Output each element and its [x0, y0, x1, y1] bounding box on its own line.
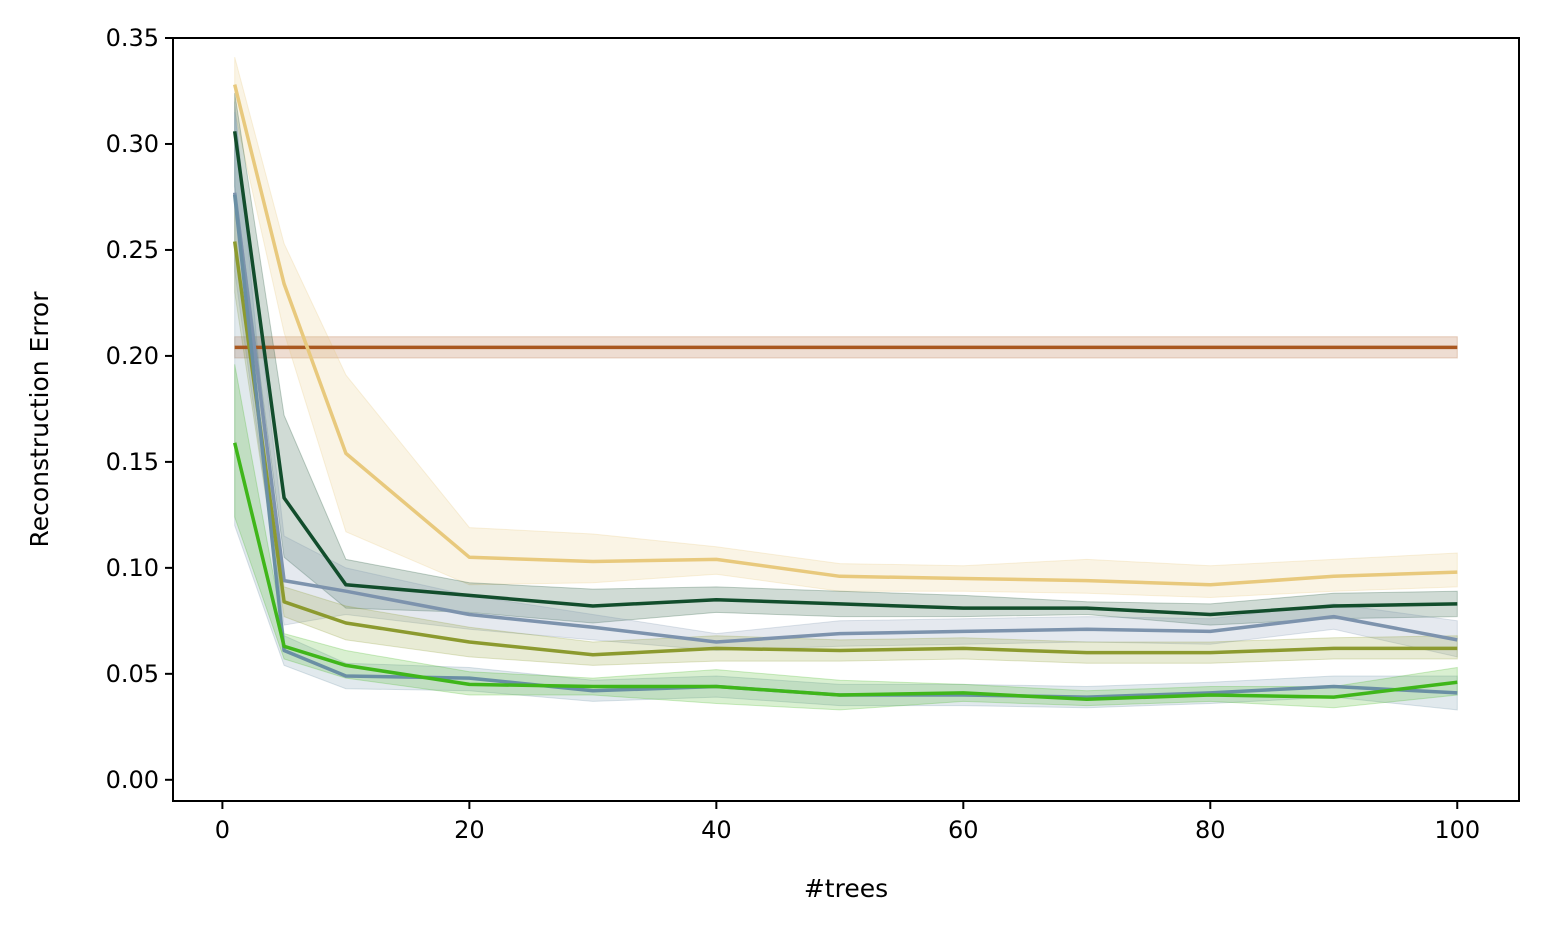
- y-tick-label: 0.05: [106, 660, 159, 688]
- series-line-3: [232, 131, 1458, 617]
- x-tick-label: 20: [454, 816, 485, 844]
- confidence-band-3: [234, 93, 1458, 626]
- series-line-2: [233, 84, 1458, 587]
- x-axis: 0 20 40 60 80 100: [215, 801, 1480, 844]
- y-tick-label: 0.10: [106, 554, 159, 582]
- series-line-4: [232, 192, 1458, 644]
- confidence-bands: [234, 56, 1458, 711]
- y-tick-label: 0.00: [106, 766, 159, 794]
- confidence-band-5: [234, 205, 1458, 666]
- x-tick-label: 80: [1195, 816, 1226, 844]
- x-tick-label: 60: [948, 816, 979, 844]
- series-line-5: [232, 241, 1458, 657]
- series-line-7: [232, 442, 1458, 702]
- y-tick-label: 0.35: [106, 24, 159, 52]
- y-axis: 0.00 0.05 0.10 0.15 0.20 0.25 0.30 0.35: [106, 24, 173, 794]
- x-tick-label: 40: [701, 816, 732, 844]
- plot-frame: [172, 37, 1520, 802]
- confidence-band-6: [234, 101, 1458, 711]
- y-tick-label: 0.25: [106, 236, 159, 264]
- x-tick-label: 100: [1434, 816, 1480, 844]
- series-lines: [232, 84, 1458, 702]
- confidence-band-2: [234, 56, 1458, 599]
- y-axis-label: Reconstruction Error: [25, 291, 54, 548]
- y-tick-label: 0.20: [106, 342, 159, 370]
- x-tick-label: 0: [215, 816, 230, 844]
- confidence-band-4: [234, 112, 1458, 658]
- y-tick-label: 0.30: [106, 130, 159, 158]
- y-tick-label: 0.15: [106, 448, 159, 476]
- x-axis-label: #trees: [804, 874, 888, 903]
